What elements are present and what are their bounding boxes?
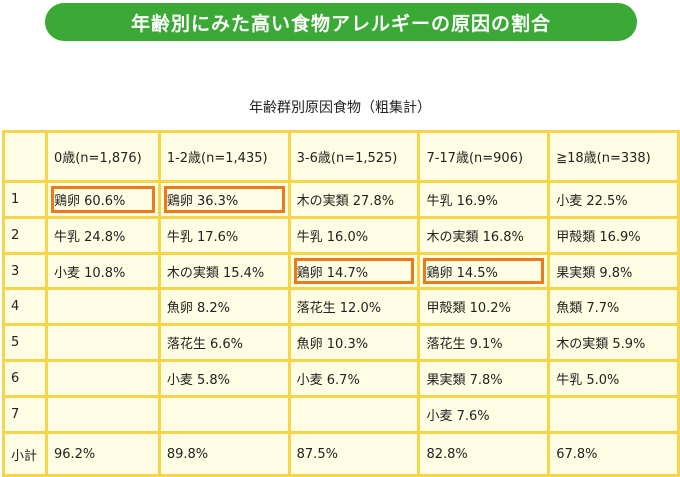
table-row: 小計 96.2% 89.8% 87.5% 82.8% 67.8%	[2, 431, 680, 477]
table-cell: 牛乳 16.9%	[417, 180, 551, 219]
table-cell: 果実類 7.8%	[417, 359, 551, 398]
table-cell: 5	[2, 323, 48, 362]
table-cell: 木の実類 15.4%	[157, 252, 291, 290]
table-cell: 木の実類 16.8%	[417, 216, 551, 255]
table-cell: 小麦 10.8%	[44, 252, 161, 290]
table-cell: 0歳(n=1,876)	[44, 130, 161, 183]
table-cell: 鶏卵 14.5%	[417, 252, 551, 290]
table-cell: 89.8%	[157, 431, 291, 477]
data-table: 0歳(n=1,876) 1-2歳(n=1,435) 3-6歳(n=1,525) 7-1…	[2, 130, 680, 477]
table-cell: 落花生 6.6%	[157, 323, 291, 362]
table-cell: 落花生 12.0%	[287, 287, 421, 326]
table-cell: 小麦 5.8%	[157, 359, 291, 398]
table-cell: 牛乳 5.0%	[547, 359, 680, 398]
table-row: 4 魚卵 8.2% 落花生 12.0% 甲殻類 10.2% 魚類 7.7%	[2, 287, 680, 326]
table-cell: 82.8%	[417, 431, 551, 477]
table-cell: 木の実類 27.8%	[287, 180, 421, 219]
table-cell: 牛乳 24.8%	[44, 216, 161, 255]
header-row: 0歳(n=1,876) 1-2歳(n=1,435) 3-6歳(n=1,525) 7-1…	[2, 130, 680, 183]
title-banner: 年齢別にみた高い食物アレルギーの原因の割合	[45, 3, 637, 41]
table-cell	[287, 395, 421, 434]
table-cell: 小計	[2, 431, 48, 477]
table-row: 7 小麦 7.6%	[2, 395, 680, 434]
table-caption: 年齢群別原因食物（粗集計）	[249, 100, 431, 116]
table-cell	[44, 323, 161, 362]
table-cell	[547, 395, 680, 434]
table-cell: 小麦 7.6%	[417, 395, 551, 434]
table-cell: 7-17歳(n=906)	[417, 130, 551, 183]
table-cell: 1-2歳(n=1,435)	[157, 130, 291, 183]
table-cell: 牛乳 17.6%	[157, 216, 291, 255]
table-cell: 牛乳 16.0%	[287, 216, 421, 255]
table-cell: 魚卵 10.3%	[287, 323, 421, 362]
table-cell: 7	[2, 395, 48, 434]
table-row: 6 小麦 5.8% 小麦 6.7% 果実類 7.8% 牛乳 5.0%	[2, 359, 680, 398]
table-cell: 96.2%	[44, 431, 161, 477]
table-row: 1 鶏卵 60.6% 鶏卵 36.3% 木の実類 27.8% 牛乳 16.9% 小麦 22…	[2, 180, 680, 219]
table-cell: 1	[2, 180, 48, 219]
table-cell	[44, 287, 161, 326]
table-cell: 鶏卵 36.3%	[157, 180, 291, 219]
table-row: 3 小麦 10.8% 木の実類 15.4% 鶏卵 14.7% 鶏卵 14.5% 果実類 9…	[2, 252, 680, 290]
table-cell: 6	[2, 359, 48, 398]
table-cell: 67.8%	[547, 431, 680, 477]
table-row: 2 牛乳 24.8% 牛乳 17.6% 牛乳 16.0% 木の実類 16.8% 甲殻類 1…	[2, 216, 680, 255]
table-cell	[44, 395, 161, 434]
table-cell: 木の実類 5.9%	[547, 323, 680, 362]
table-cell: 3	[2, 252, 48, 290]
table-cell: 87.5%	[287, 431, 421, 477]
table-cell: 小麦 22.5%	[547, 180, 680, 219]
table-cell	[2, 130, 48, 183]
table-cell: 落花生 9.1%	[417, 323, 551, 362]
table-row: 5 落花生 6.6% 魚卵 10.3% 落花生 9.1% 木の実類 5.9%	[2, 323, 680, 362]
table-cell: 魚卵 8.2%	[157, 287, 291, 326]
table-cell: 果実類 9.8%	[547, 252, 680, 290]
table-cell: ≧18歳(n=338)	[547, 130, 680, 183]
table-cell: 甲殻類 10.2%	[417, 287, 551, 326]
table-cell: 4	[2, 287, 48, 326]
table-cell: 鶏卵 60.6%	[44, 180, 161, 219]
table-cell: 魚類 7.7%	[547, 287, 680, 326]
table-cell: 3-6歳(n=1,525)	[287, 130, 421, 183]
table-cell: 鶏卵 14.7%	[287, 252, 421, 290]
table-cell: 小麦 6.7%	[287, 359, 421, 398]
table-cell: 2	[2, 216, 48, 255]
table-cell	[44, 359, 161, 398]
table-cell: 甲殻類 16.9%	[547, 216, 680, 255]
table-cell	[157, 395, 291, 434]
